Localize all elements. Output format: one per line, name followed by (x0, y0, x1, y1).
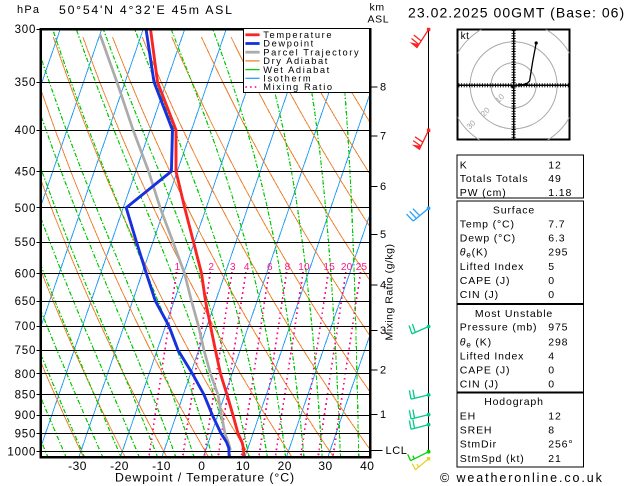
svg-text:49: 49 (548, 173, 561, 185)
svg-text:3: 3 (230, 262, 236, 273)
svg-text:Parcel Trajectory: Parcel Trajectory (263, 47, 360, 57)
svg-text:Dewpoint: Dewpoint (263, 39, 315, 49)
svg-text:20: 20 (341, 262, 353, 273)
svg-text:7: 7 (380, 131, 386, 143)
svg-text:Totals Totals: Totals Totals (460, 173, 529, 185)
svg-text:Isotherm: Isotherm (263, 74, 312, 84)
svg-text:StmSpd (kt): StmSpd (kt) (460, 453, 525, 465)
svg-text:50°54'N 4°32'E 45m ASL: 50°54'N 4°32'E 45m ASL (59, 3, 234, 17)
svg-text:300: 300 (15, 24, 37, 36)
svg-text:Mixing Ratio: Mixing Ratio (263, 82, 333, 92)
svg-text:15: 15 (324, 262, 336, 273)
svg-text:Hodograph: Hodograph (484, 396, 544, 408)
svg-text:8: 8 (285, 262, 291, 273)
svg-text:1.18: 1.18 (548, 187, 572, 199)
svg-text:10: 10 (236, 459, 250, 473)
svg-text:θe(K): θe(K) (460, 247, 488, 260)
svg-text:CAPE (J): CAPE (J) (460, 364, 511, 376)
svg-text:-10: -10 (152, 459, 171, 473)
svg-text:-20: -20 (110, 459, 129, 473)
svg-text:Dry Adiabat: Dry Adiabat (263, 56, 329, 66)
svg-text:Surface: Surface (493, 204, 535, 216)
svg-text:1: 1 (175, 262, 181, 273)
svg-text:ASL: ASL (368, 14, 390, 26)
svg-text:650: 650 (15, 296, 37, 308)
svg-text:700: 700 (15, 321, 37, 333)
svg-text:23.02.2025 00GMT (Base: 06): 23.02.2025 00GMT (Base: 06) (408, 5, 625, 21)
svg-text:350: 350 (15, 77, 37, 89)
svg-text:0: 0 (548, 364, 555, 376)
svg-text:30: 30 (318, 459, 332, 473)
svg-text:Pressure (mb): Pressure (mb) (460, 322, 538, 334)
svg-text:Most Unstable: Most Unstable (475, 308, 553, 320)
svg-text:8: 8 (548, 425, 555, 437)
svg-text:900: 900 (15, 410, 37, 422)
svg-text:EH: EH (460, 410, 476, 422)
svg-text:km: km (370, 2, 385, 14)
svg-text:4: 4 (380, 280, 386, 292)
svg-text:0: 0 (548, 378, 555, 390)
svg-text:1: 1 (380, 409, 386, 421)
svg-text:Dewp (°C): Dewp (°C) (460, 233, 516, 245)
svg-text:-30: -30 (68, 459, 87, 473)
svg-text:CIN (J): CIN (J) (460, 289, 499, 301)
svg-text:LCL: LCL (386, 445, 408, 457)
svg-text:0: 0 (548, 289, 555, 301)
svg-text:K: K (460, 159, 468, 171)
svg-text:6: 6 (267, 262, 273, 273)
svg-text:CIN (J): CIN (J) (460, 378, 499, 390)
svg-text:40: 40 (360, 459, 374, 473)
svg-text:12: 12 (548, 159, 561, 171)
svg-text:Temperature: Temperature (263, 30, 333, 40)
svg-text:Lifted Index: Lifted Index (460, 261, 525, 273)
svg-text:Temp (°C): Temp (°C) (460, 218, 515, 230)
svg-text:1000: 1000 (7, 447, 36, 459)
svg-text:0: 0 (198, 459, 205, 473)
svg-text:400: 400 (15, 125, 37, 137)
svg-text:5: 5 (548, 261, 555, 273)
svg-text:Wet Adiabat: Wet Adiabat (263, 65, 331, 75)
svg-text:850: 850 (15, 390, 37, 402)
svg-text:5: 5 (380, 229, 386, 241)
svg-text:21: 21 (548, 453, 561, 465)
svg-text:800: 800 (15, 369, 37, 381)
svg-text:0: 0 (548, 275, 555, 287)
svg-text:PW (cm): PW (cm) (460, 187, 507, 199)
svg-text:10: 10 (298, 262, 310, 273)
svg-text:298: 298 (548, 337, 568, 349)
svg-text:θe (K): θe (K) (460, 337, 492, 350)
svg-text:kt: kt (461, 31, 470, 42)
svg-text:500: 500 (15, 203, 37, 215)
svg-text:25: 25 (356, 262, 368, 273)
svg-text:hPa: hPa (17, 4, 40, 16)
svg-text:750: 750 (15, 345, 37, 357)
svg-text:256°: 256° (548, 439, 573, 451)
svg-text:CAPE (J): CAPE (J) (460, 275, 511, 287)
svg-text:8: 8 (380, 82, 386, 94)
svg-text:Dewpoint / Temperature (°C): Dewpoint / Temperature (°C) (115, 471, 295, 485)
svg-text:4: 4 (244, 262, 250, 273)
svg-text:Lifted Index: Lifted Index (460, 350, 525, 362)
svg-text:450: 450 (15, 166, 37, 178)
svg-text:2: 2 (380, 365, 386, 377)
svg-text:3: 3 (380, 325, 386, 337)
svg-text:Mixing Ratio (g/kg): Mixing Ratio (g/kg) (384, 243, 396, 340)
svg-text:975: 975 (548, 322, 568, 334)
svg-text:7.7: 7.7 (548, 218, 565, 230)
svg-text:600: 600 (15, 268, 37, 280)
svg-text:950: 950 (15, 428, 37, 440)
svg-text:6.3: 6.3 (548, 233, 565, 245)
svg-text:6: 6 (380, 181, 386, 193)
svg-text:550: 550 (15, 237, 37, 249)
svg-text:SREH: SREH (460, 425, 493, 437)
svg-text:12: 12 (548, 410, 561, 422)
svg-text:StmDir: StmDir (460, 439, 497, 451)
svg-text:20: 20 (278, 459, 292, 473)
svg-text:2: 2 (208, 262, 214, 273)
svg-text:© weatheronline.co.uk: © weatheronline.co.uk (440, 471, 604, 485)
svg-text:4: 4 (548, 350, 555, 362)
svg-text:295: 295 (548, 247, 568, 259)
